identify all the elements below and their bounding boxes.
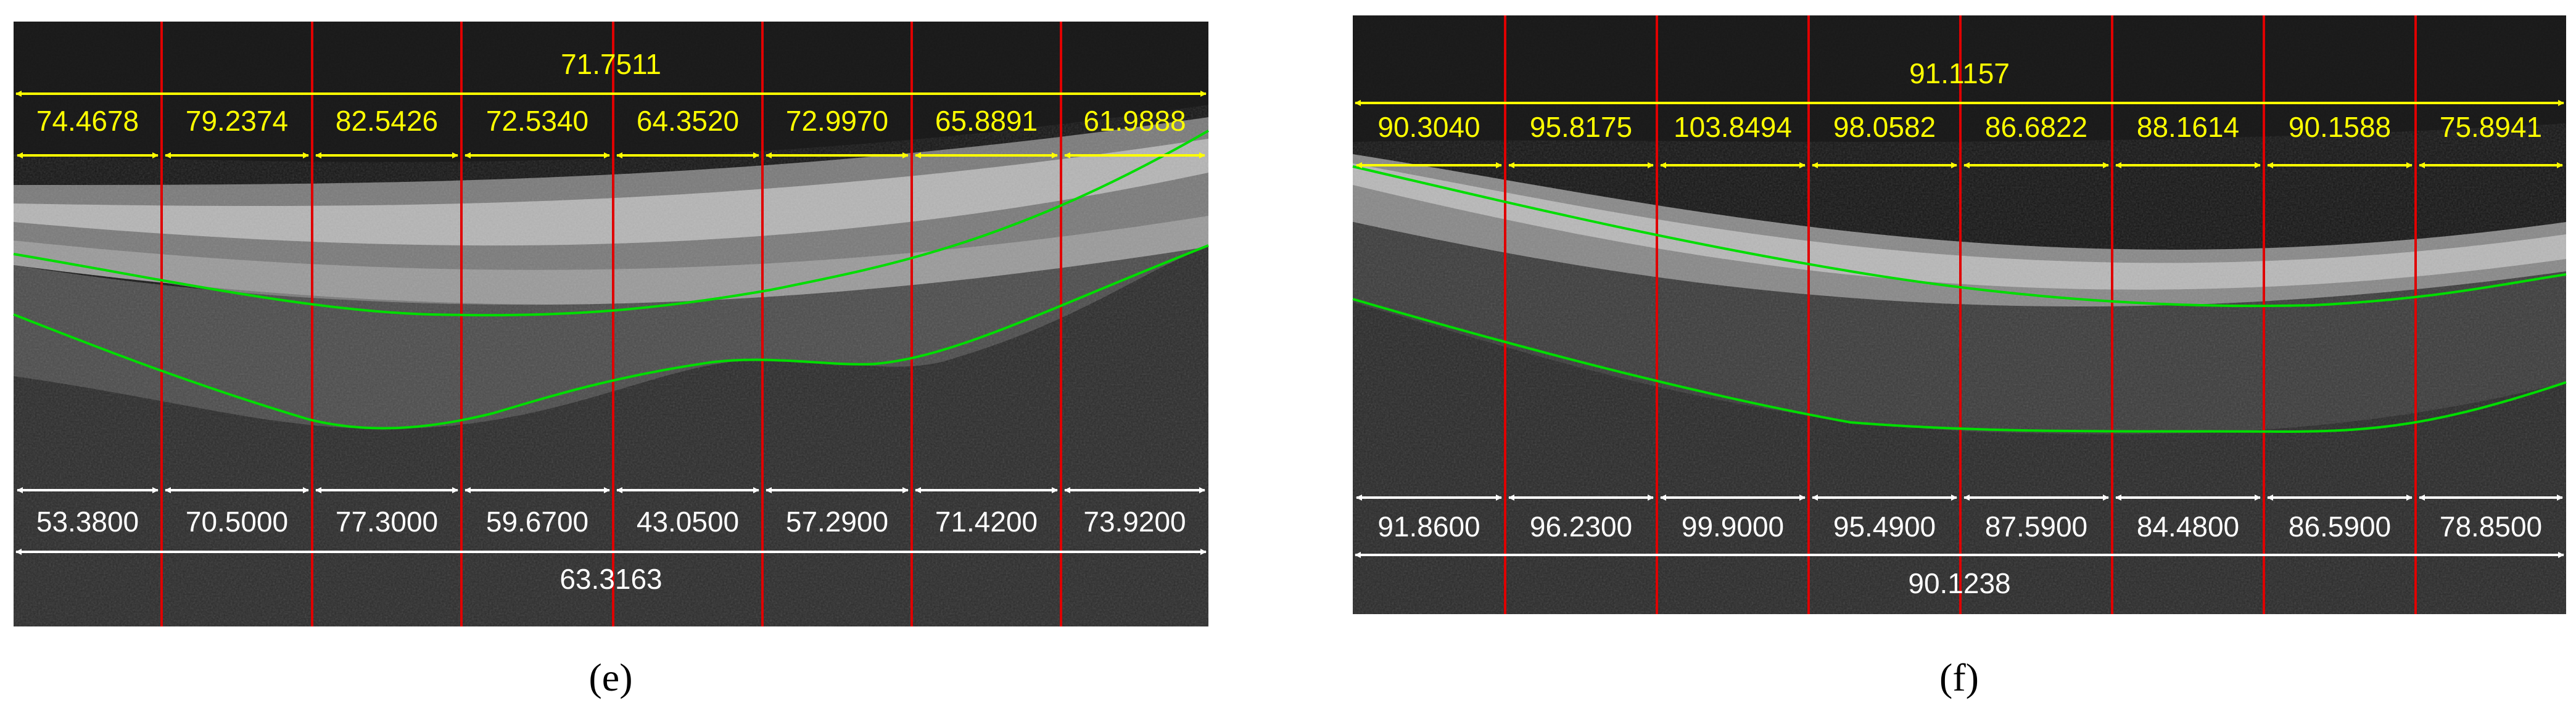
segment-value-bottom-e-8: 73.9200 [1083, 506, 1186, 538]
segment-value-top-f-1: 90.3040 [1377, 111, 1480, 143]
segment-value-top-f-2: 95.8175 [1530, 111, 1632, 143]
segment-value-bottom-f-2: 96.2300 [1530, 511, 1632, 543]
overall-value-top-f: 91.1157 [1909, 57, 2010, 89]
segment-value-top-f-8: 75.8941 [2440, 111, 2542, 143]
green-boundary-upper-e [13, 129, 1209, 317]
segment-value-bottom-e-5: 43.0500 [637, 506, 739, 538]
segment-value-top-f-5: 86.6822 [1985, 111, 2087, 143]
segment-value-bottom-f-4: 95.4900 [1833, 511, 1936, 543]
segment-value-bottom-e-7: 71.4200 [935, 506, 1038, 538]
green-boundary-lower-e [13, 244, 1209, 430]
segment-value-top-e-3: 82.5426 [336, 105, 438, 137]
green-boundary-upper-f [1352, 165, 2567, 308]
segment-value-top-e-1: 74.4678 [36, 105, 139, 137]
segment-value-bottom-f-6: 84.4800 [2137, 511, 2239, 543]
segment-value-bottom-e-6: 57.2900 [786, 506, 888, 538]
segment-value-bottom-e-2: 70.5000 [186, 506, 288, 538]
overall-value-top-e: 71.7511 [561, 48, 661, 80]
segment-value-top-e-4: 72.5340 [486, 105, 588, 137]
segment-value-top-e-7: 65.8891 [935, 105, 1038, 137]
segment-value-top-f-6: 88.1614 [2137, 111, 2239, 143]
oct-panel-e: 71.7511 63.3163 74.4678 53.3800 79.2374 70.50… [13, 22, 1209, 699]
segment-value-bottom-e-4: 59.6700 [486, 506, 588, 538]
oct-panel-f: 91.1157 90.1238 90.3040 91.8600 95.8175 96.23… [1352, 15, 2567, 699]
panel-caption-e: (e) [588, 655, 632, 699]
segment-value-bottom-e-1: 53.3800 [36, 506, 139, 538]
segment-value-bottom-f-1: 91.8600 [1377, 511, 1480, 543]
segment-value-bottom-e-3: 77.3000 [336, 506, 438, 538]
segment-value-bottom-f-5: 87.5900 [1985, 511, 2087, 543]
segment-value-top-e-5: 64.3520 [637, 105, 739, 137]
panel-caption-f: (f) [1939, 655, 1979, 699]
segment-value-top-e-2: 79.2374 [186, 105, 288, 137]
segment-value-top-f-3: 103.8494 [1674, 111, 1792, 143]
segment-value-bottom-f-3: 99.9000 [1682, 511, 1784, 543]
segment-value-bottom-f-7: 86.5900 [2289, 511, 2391, 543]
segment-value-top-f-4: 98.0582 [1833, 111, 1936, 143]
segment-value-top-e-8: 61.9888 [1083, 105, 1186, 137]
green-boundary-lower-f [1352, 298, 2567, 433]
segment-value-top-f-7: 90.1588 [2289, 111, 2391, 143]
segment-value-bottom-f-8: 78.8500 [2440, 511, 2542, 543]
segment-value-top-e-6: 72.9970 [786, 105, 888, 137]
overall-value-bottom-f: 90.1238 [1908, 567, 2010, 599]
overall-value-bottom-e: 63.3163 [559, 563, 662, 595]
